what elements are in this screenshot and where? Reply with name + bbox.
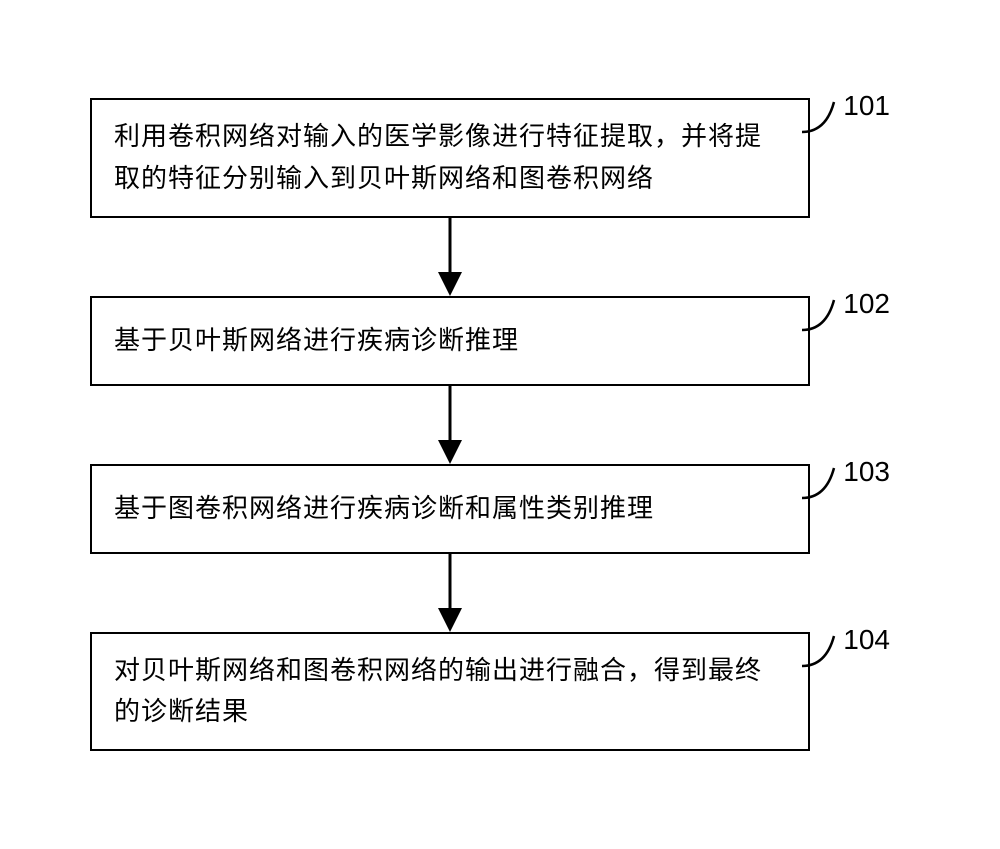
step-text-102: 基于贝叶斯网络进行疾病诊断推理 — [114, 320, 519, 362]
step-box-103: 基于图卷积网络进行疾病诊断和属性类别推理 — [90, 464, 810, 554]
arrow-3 — [90, 554, 810, 632]
arrow-icon — [430, 386, 470, 464]
step-container-101: 利用卷积网络对输入的医学影像进行特征提取，并将提取的特征分别输入到贝叶斯网络和图… — [90, 98, 910, 217]
step-text-101: 利用卷积网络对输入的医学影像进行特征提取，并将提取的特征分别输入到贝叶斯网络和图… — [114, 116, 786, 199]
step-box-102: 基于贝叶斯网络进行疾病诊断推理 — [90, 296, 810, 386]
step-text-103: 基于图卷积网络进行疾病诊断和属性类别推理 — [114, 488, 654, 530]
step-label-102: 102 — [843, 288, 890, 320]
flowchart-container: 利用卷积网络对输入的医学影像进行特征提取，并将提取的特征分别输入到贝叶斯网络和图… — [90, 58, 910, 790]
step-text-104: 对贝叶斯网络和图卷积网络的输出进行融合，得到最终的诊断结果 — [114, 650, 786, 733]
arrow-icon — [430, 554, 470, 632]
arrow-2 — [90, 386, 810, 464]
step-label-104: 104 — [843, 624, 890, 656]
step-box-104: 对贝叶斯网络和图卷积网络的输出进行融合，得到最终的诊断结果 — [90, 632, 810, 751]
step-label-101: 101 — [843, 90, 890, 122]
arrow-icon — [430, 218, 470, 296]
arrow-1 — [90, 218, 810, 296]
step-container-104: 对贝叶斯网络和图卷积网络的输出进行融合，得到最终的诊断结果 104 — [90, 632, 910, 751]
step-container-103: 基于图卷积网络进行疾病诊断和属性类别推理 103 — [90, 464, 910, 554]
step-box-101: 利用卷积网络对输入的医学影像进行特征提取，并将提取的特征分别输入到贝叶斯网络和图… — [90, 98, 810, 217]
step-label-103: 103 — [843, 456, 890, 488]
step-container-102: 基于贝叶斯网络进行疾病诊断推理 102 — [90, 296, 910, 386]
